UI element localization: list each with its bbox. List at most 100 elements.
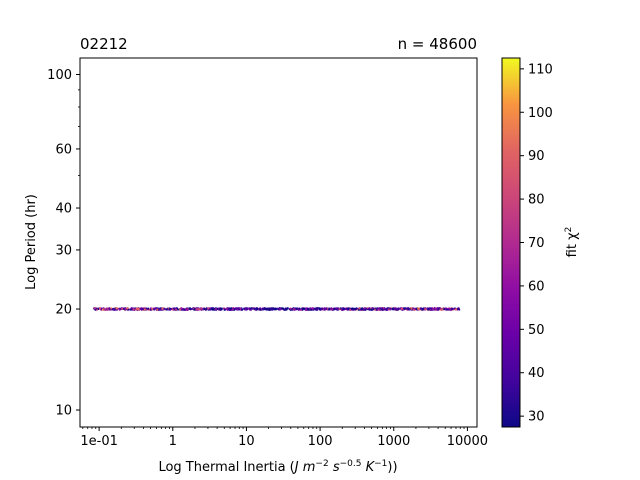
- scatter-point: [193, 308, 196, 311]
- y-tick-label: 20: [55, 303, 72, 318]
- y-tick-label: 10: [55, 404, 72, 419]
- scatter-point: [253, 307, 256, 310]
- scatter-point: [159, 308, 162, 311]
- scatter-point: [244, 308, 248, 311]
- scatter-point: [328, 307, 331, 311]
- scatter-point: [190, 307, 193, 311]
- scatter-point: [335, 307, 338, 310]
- scatter-point: [295, 307, 298, 310]
- scatter-point: [256, 307, 259, 311]
- y-tick-label: 60: [55, 142, 72, 157]
- x-tick-label: 10000: [447, 434, 488, 449]
- x-tick-label: 1e-01: [80, 434, 118, 449]
- scatter-point: [120, 307, 124, 311]
- scatter-point: [313, 308, 316, 311]
- chart-title-left: 02212: [80, 35, 128, 53]
- scatter-points: [23, 307, 461, 311]
- colorbar-tick-label: 60: [528, 279, 545, 294]
- scatter-point: [163, 307, 166, 310]
- scatter-point: [427, 308, 430, 311]
- scatter-point: [229, 307, 232, 310]
- chart-title-right: n = 48600: [398, 35, 477, 53]
- scatter-point: [450, 307, 454, 310]
- scatter-point: [350, 307, 354, 311]
- scatter-point: [429, 308, 432, 311]
- scatter-point: [225, 307, 228, 311]
- scatter-point: [30, 308, 32, 310]
- x-axis: 1e-01 1 10 100 1000 10000: [80, 427, 488, 449]
- scatter-point: [360, 307, 363, 310]
- x-tick-label: 1000: [377, 434, 410, 449]
- scatter-point: [410, 307, 413, 310]
- scatter-point: [168, 307, 171, 310]
- scatter-point: [103, 308, 106, 311]
- scatter-point: [448, 308, 451, 311]
- scatter-point: [443, 308, 446, 311]
- scatter-point: [29, 308, 31, 310]
- scatter-point: [126, 307, 129, 310]
- scatter-point: [23, 308, 25, 310]
- colorbar-tick-label: 110: [528, 62, 553, 77]
- scatter-point: [197, 307, 200, 311]
- scatter-point: [151, 307, 154, 310]
- scatter-point: [457, 307, 460, 310]
- scatter-point: [394, 307, 398, 310]
- colorbar-tick-label: 30: [528, 410, 545, 425]
- scatter-point: [180, 307, 183, 310]
- scatter-point: [174, 308, 178, 311]
- y-tick-label: 100: [47, 68, 72, 83]
- scatter-point: [355, 307, 358, 310]
- scatter-point: [289, 307, 292, 310]
- scatter-point: [282, 307, 285, 310]
- scatter-point: [173, 307, 176, 310]
- scatter-point: [268, 308, 271, 311]
- scatter-point: [404, 307, 407, 310]
- scatter-point: [438, 307, 441, 310]
- scatter-point: [412, 308, 416, 311]
- scatter-point: [318, 307, 321, 310]
- scatter-point: [279, 308, 282, 311]
- scatter-point: [231, 308, 234, 311]
- colorbar-tick-label: 70: [528, 236, 545, 251]
- scatter-point: [419, 307, 422, 310]
- scatter-point: [341, 308, 344, 311]
- x-axis-label: Log Thermal Inertia (J m−2 s−0.5 K−1)): [158, 459, 397, 475]
- scatter-point: [391, 307, 394, 310]
- scatter-point: [241, 308, 244, 311]
- scatter-point: [129, 308, 132, 311]
- x-tick-label: 10: [238, 434, 255, 449]
- scatter-point: [186, 308, 189, 311]
- scatter-point: [156, 308, 159, 311]
- scatter-point: [112, 308, 116, 311]
- scatter-point: [132, 308, 135, 311]
- scatter-point: [378, 307, 381, 310]
- scatter-point: [382, 308, 385, 311]
- scatter-point: [118, 308, 121, 311]
- scatter-point: [301, 307, 304, 310]
- scatter-point: [211, 308, 215, 311]
- scatter-point: [353, 307, 356, 310]
- scatter-point: [445, 308, 448, 311]
- scatter-point: [424, 307, 427, 311]
- scatter-point: [141, 308, 144, 311]
- colorbar-axis: 30 40 50 60 70 80 90 100 110: [520, 62, 553, 425]
- scatter-point: [144, 308, 147, 311]
- scatter-point: [161, 307, 164, 310]
- scatter-point: [315, 308, 319, 311]
- scatter-point: [417, 308, 421, 311]
- colorbar: [501, 57, 521, 428]
- scatter-point: [305, 308, 308, 311]
- scatter-point: [358, 307, 361, 310]
- scatter-point: [105, 307, 108, 310]
- scatter-point: [407, 307, 410, 310]
- scatter-point: [296, 307, 300, 310]
- scatter-point: [415, 307, 418, 310]
- y-axis-label: Log Period (hr): [24, 194, 39, 290]
- scatter-point: [93, 307, 96, 310]
- scatter-point: [223, 308, 226, 311]
- scatter-point: [259, 308, 262, 311]
- colorbar-tick-label: 50: [528, 323, 545, 338]
- scatter-point: [323, 308, 326, 311]
- colorbar-tick-label: 100: [528, 106, 553, 121]
- x-tick-label: 100: [308, 434, 333, 449]
